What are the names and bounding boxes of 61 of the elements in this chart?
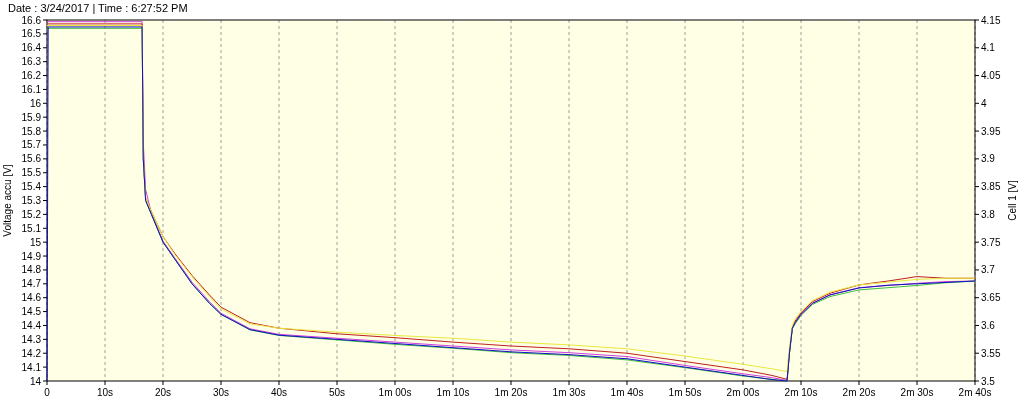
x-tick-label: 1m 20s xyxy=(494,387,528,398)
x-tick-label: 1m 30s xyxy=(552,387,586,398)
y-tick-label: 15.4 xyxy=(21,181,42,193)
y-tick-label: 15.2 xyxy=(21,208,42,220)
y-tick-label: 16.1 xyxy=(21,83,42,95)
y2-tick-label: 3.8 xyxy=(981,208,996,220)
y2-tick-label: 3.65 xyxy=(981,292,1001,304)
y-tick-label: 16 xyxy=(29,97,42,109)
y-tick-label: 14.9 xyxy=(21,250,42,262)
y-tick-label: 15 xyxy=(29,236,42,248)
x-tick-label: 2m 40s xyxy=(958,387,992,398)
y2-tick-label: 3.85 xyxy=(981,181,1001,193)
y-tick-label: 16.6 xyxy=(21,14,42,26)
y2-tick-label: 3.75 xyxy=(981,236,1001,248)
y2-tick-label: 3.6 xyxy=(981,319,996,331)
x-tick-label: 1m 00s xyxy=(378,387,412,398)
y2-axis-title: Cell 1 [V] xyxy=(1007,180,1018,221)
x-tick-label: 1m 50s xyxy=(668,387,702,398)
y2-tick-label: 4 xyxy=(981,97,987,109)
x-tick-label: 2m 20s xyxy=(842,387,876,398)
x-tick-label: 50s xyxy=(328,387,346,398)
y2-tick-label: 3.7 xyxy=(981,264,996,276)
y-tick-label: 15.5 xyxy=(21,167,42,179)
x-tick-label: 20s xyxy=(154,387,172,398)
y-tick-label: 14 xyxy=(29,375,42,387)
y-tick-label: 14.2 xyxy=(21,347,42,359)
y-tick-label: 16.3 xyxy=(21,56,42,68)
y2-tick-label: 3.5 xyxy=(981,375,996,387)
y-tick-label: 16.4 xyxy=(21,42,42,54)
y2-tick-label: 4.15 xyxy=(981,14,1001,26)
y2-tick-label: 4.05 xyxy=(981,70,1001,82)
y2-tick-label: 3.95 xyxy=(981,125,1001,137)
y-tick-label: 14.7 xyxy=(21,278,42,290)
y-tick-label: 16.2 xyxy=(21,70,42,82)
y-tick-label: 15.8 xyxy=(21,125,42,137)
y-tick-label: 14.4 xyxy=(21,319,42,331)
y2-tick-label: 3.9 xyxy=(981,153,996,165)
y2-tick-label: 3.55 xyxy=(981,347,1001,359)
x-tick-label: 2m 10s xyxy=(784,387,818,398)
y-tick-label: 16.5 xyxy=(21,28,42,40)
y-tick-label: 15.7 xyxy=(21,139,42,151)
x-tick-label: 2m 00s xyxy=(726,387,760,398)
y-tick-label: 14.6 xyxy=(21,292,42,304)
x-tick-label: 1m 10s xyxy=(436,387,470,398)
x-tick-label: 0 xyxy=(44,387,51,398)
y-tick-label: 14.8 xyxy=(21,264,42,276)
y-tick-label: 15.6 xyxy=(21,153,42,165)
x-tick-label: 40s xyxy=(270,387,288,398)
x-tick-label: 2m 30s xyxy=(900,387,934,398)
x-tick-label: 10s xyxy=(96,387,114,398)
y-tick-label: 14.1 xyxy=(21,361,42,373)
x-tick-label: 1m 40s xyxy=(610,387,644,398)
chart-title: Date : 3/24/2017 | Time : 6:27:52 PM xyxy=(8,2,188,14)
y-tick-label: 15.3 xyxy=(21,195,42,206)
x-tick-label: 30s xyxy=(212,387,230,398)
y-tick-label: 14.3 xyxy=(21,333,42,345)
y2-tick-label: 4.1 xyxy=(981,42,996,54)
y-tick-label: 15.9 xyxy=(21,111,42,123)
y-axis-title: Voltage accu [V] xyxy=(2,164,13,237)
y-tick-label: 14.5 xyxy=(21,306,42,318)
y-tick-label: 15.1 xyxy=(21,222,42,234)
